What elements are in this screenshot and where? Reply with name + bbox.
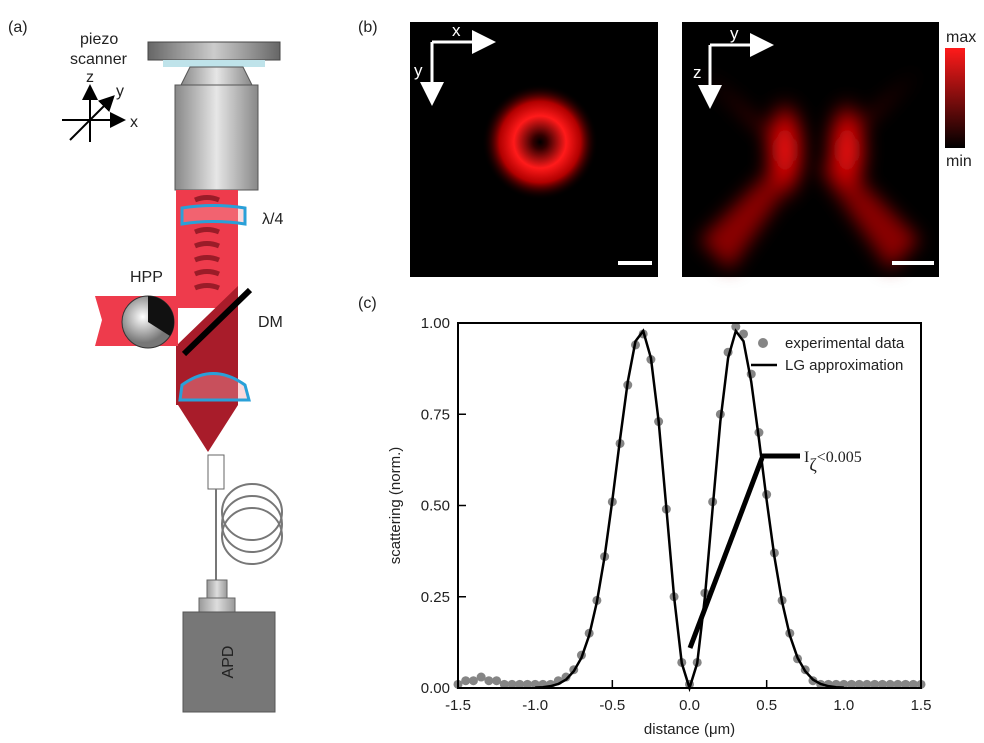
- apd-connector: [206, 579, 228, 599]
- beam-upper: [176, 190, 238, 308]
- fiber-coupler: [207, 454, 225, 490]
- data-point: [476, 672, 486, 682]
- colorbar-min: min: [946, 153, 972, 170]
- scale-bar: [892, 261, 934, 265]
- data-point: [870, 679, 880, 689]
- label-hpp: HPP: [130, 269, 163, 286]
- label-scanner: scanner: [70, 51, 128, 68]
- objective: [174, 84, 259, 191]
- cover-slip: [163, 60, 265, 67]
- apd-mount: [198, 597, 236, 613]
- colorbar: [945, 48, 965, 148]
- x-tick-label: -0.5: [599, 697, 625, 714]
- line: [535, 328, 844, 693]
- data-point: [484, 676, 494, 686]
- label-piezo: piezo: [80, 31, 118, 48]
- image-label: z: [693, 63, 702, 82]
- data-point: [507, 679, 517, 689]
- beam-focus: [178, 405, 238, 452]
- legend-marker: [758, 338, 768, 348]
- x-tick-label: -1.5: [445, 697, 471, 714]
- data-point: [522, 679, 532, 689]
- annotation-pointer: [687, 457, 765, 649]
- x-tick-label: 0.5: [756, 697, 777, 714]
- axis-y: y: [116, 83, 124, 100]
- dichroic-mirror: [181, 287, 253, 357]
- data-point: [901, 679, 911, 689]
- annotation-subscript: ζ: [809, 455, 817, 475]
- data-point: [854, 679, 864, 689]
- scale-bar: [618, 261, 652, 265]
- fiber-coil: [215, 483, 283, 580]
- x-tick-label: 0.0: [679, 697, 700, 714]
- data-point: [877, 679, 887, 689]
- y-tick-label: 0.75: [421, 406, 450, 423]
- image-label: y: [414, 61, 423, 80]
- axis-z: z: [86, 69, 94, 86]
- stage: [147, 41, 281, 61]
- objective-tip: [180, 66, 253, 86]
- data-point: [893, 679, 903, 689]
- annotation: Iζ<0.005: [804, 449, 862, 475]
- data-point: [492, 676, 502, 686]
- colorbar-max: max: [946, 29, 976, 46]
- data-point: [862, 679, 872, 689]
- panel-label: (b): [358, 19, 378, 36]
- annotation-base: I: [804, 449, 809, 466]
- y-tick-label: 1.00: [421, 315, 450, 332]
- image-label: x: [452, 21, 461, 40]
- legend-label: LG approximation: [785, 357, 903, 374]
- donut-xy: [482, 84, 598, 200]
- data-point: [908, 679, 918, 689]
- panel-label: (c): [358, 295, 377, 312]
- label-dm: DM: [258, 314, 283, 331]
- data-point: [731, 322, 741, 332]
- beam-join: [176, 290, 178, 346]
- y-tick-label: 0.50: [421, 498, 450, 515]
- image-label: y: [730, 24, 739, 43]
- y-axis-label: scattering (norm.): [387, 447, 404, 565]
- x-tick-label: -1.0: [522, 697, 548, 714]
- x-tick-label: 1.0: [833, 697, 854, 714]
- data-point: [561, 672, 571, 682]
- hourglass-yz: [700, 70, 920, 270]
- data-point: [468, 676, 478, 686]
- x-tick-label: 1.5: [911, 697, 932, 714]
- data-point: [461, 676, 471, 686]
- label-waveplate: λ/4: [262, 211, 283, 228]
- lens: [178, 372, 251, 402]
- x-axis-label: distance (μm): [644, 721, 735, 738]
- y-tick-label: 0.25: [421, 589, 450, 606]
- axes-icon: [62, 84, 126, 142]
- axis-x: x: [130, 114, 138, 131]
- data-point: [499, 679, 509, 689]
- legend-label: experimental data: [785, 335, 905, 352]
- plot-frame: [457, 322, 922, 689]
- data-point: [885, 679, 895, 689]
- label-apd: APD: [220, 646, 237, 679]
- data-point: [847, 679, 857, 689]
- waveplate: [180, 204, 247, 226]
- panel-label: (a): [8, 19, 28, 36]
- data-point: [515, 679, 525, 689]
- annotation-text: <0.005: [817, 449, 862, 466]
- beam-vortex: [194, 195, 220, 291]
- y-tick-label: 0.00: [421, 680, 450, 697]
- hpp-step: [148, 295, 175, 336]
- plot: 0.00 0.25 0.50 0.75 1.00 -1.5 -1.0 -0.5 0.0 0.5 1.…: [387, 315, 931, 738]
- apd: [182, 611, 276, 713]
